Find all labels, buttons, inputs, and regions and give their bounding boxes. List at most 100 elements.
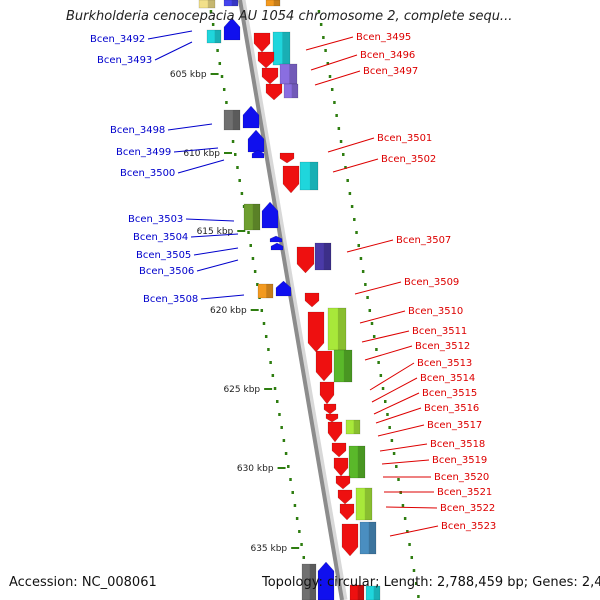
leader-line-right [327, 137, 375, 153]
gc-track-dot [372, 335, 376, 338]
gc-track-dot [406, 530, 409, 533]
gene-label-right[interactable]: Bcen_3518 [430, 439, 485, 450]
gc-track-dot [350, 205, 354, 208]
gc-track-dot [251, 257, 255, 260]
gene-label-right[interactable]: Bcen_3513 [417, 358, 472, 369]
leader-line-right [375, 407, 422, 424]
gene-3517-shade [353, 420, 360, 434]
gene-bottom-cyan-shade [373, 586, 380, 600]
gene-3508b [275, 280, 292, 297]
gene-label-right[interactable]: Bcen_3512 [415, 341, 470, 352]
gene-3523b [359, 521, 377, 555]
gene-label-left[interactable]: Bcen_3493 [97, 55, 152, 66]
leader-line-right [359, 310, 406, 324]
gc-track-dot [271, 374, 275, 377]
gc-track-dot [355, 231, 358, 234]
gene-label-right[interactable]: Bcen_3495 [356, 32, 411, 43]
leader-line-right [381, 459, 430, 465]
gene-label-right[interactable]: Bcen_3507 [396, 235, 451, 246]
leader-line-left [200, 294, 245, 300]
gene-features [198, 0, 381, 600]
gene-labels: Bcen_3492 Bcen_3493 Bcen_3498 Bcen_3499 Bcen… [90, 32, 496, 532]
gene-label-left[interactable]: Bcen_3508 [143, 294, 198, 305]
gene-3502 [282, 165, 300, 194]
gene-label-right[interactable]: Bcen_3520 [434, 472, 489, 483]
gene-label-left[interactable]: Bcen_3505 [136, 250, 191, 261]
gene-3498 [223, 109, 241, 131]
gene-label-right[interactable]: Bcen_3521 [437, 487, 492, 498]
gc-track-dot [328, 75, 332, 78]
gene-3518b-shade [357, 446, 365, 478]
gene-label-right[interactable]: Bcen_3517 [427, 420, 482, 431]
gc-track-dot [293, 504, 297, 507]
gene-3503-shade [252, 204, 260, 230]
gene-label-right[interactable]: Bcen_3510 [408, 306, 463, 317]
gene-3498-shade [232, 110, 240, 130]
gene-3512b [333, 349, 353, 383]
gene-label-right[interactable]: Bcen_3511 [412, 326, 467, 337]
leader-line-left [193, 247, 239, 256]
gene-bottom-red [349, 584, 365, 600]
gc-track-dot [278, 413, 281, 416]
gene-3518 [331, 442, 347, 458]
gene-label-left[interactable]: Bcen_3499 [116, 147, 171, 158]
gc-track-dot [260, 309, 264, 312]
gene-label-right[interactable]: Bcen_3509 [404, 277, 459, 288]
gc-track-dot [225, 101, 228, 104]
gene-label-left[interactable]: Bcen_3498 [110, 125, 165, 136]
gc-track-dot [322, 36, 325, 39]
gene-3508 [257, 283, 274, 299]
gc-track-dot [256, 283, 259, 286]
gc-track-dot [390, 439, 394, 442]
gene-label-right[interactable]: Bcen_3516 [424, 403, 479, 414]
leader-line-left [196, 259, 239, 272]
gene-label-right[interactable]: Bcen_3515 [422, 388, 477, 399]
gene-label-right[interactable]: Bcen_3514 [420, 373, 475, 384]
leader-line-right [364, 345, 413, 361]
leader-line-right [389, 525, 439, 537]
leader-line-right [314, 70, 361, 86]
gc-track-dot [236, 166, 239, 169]
gene-3516 [327, 421, 343, 443]
gc-track-dot [253, 270, 257, 273]
chromosome-backbone [238, 0, 348, 600]
gene-3522 [339, 503, 355, 521]
gc-track-dot [300, 543, 303, 546]
gene-label-right[interactable]: Bcen_3519 [432, 455, 487, 466]
gc-track-dot [342, 153, 345, 156]
gene-label-left[interactable]: Bcen_3503 [128, 214, 183, 225]
gc-track-dot [403, 517, 407, 520]
gc-track-dot [375, 348, 378, 351]
gene-bottom-cyan [365, 585, 381, 600]
gene-label-right[interactable]: Bcen_3497 [363, 66, 418, 77]
gene-bottom-blue [317, 561, 335, 600]
leader-line-right [371, 377, 418, 403]
gc-track-dot [298, 530, 301, 533]
gene-3517 [345, 419, 361, 435]
label-leader-lines [147, 30, 439, 537]
gene-label-left[interactable]: Bcen_3492 [90, 34, 145, 45]
gene-top-orange [265, 0, 281, 7]
leader-line-left [173, 147, 219, 153]
gene-label-right[interactable]: Bcen_3523 [441, 521, 496, 532]
gene-label-right[interactable]: Bcen_3501 [377, 133, 432, 144]
gene-label-right[interactable]: Bcen_3522 [440, 503, 495, 514]
gc-track-dot [262, 322, 266, 325]
gc-track-dot [379, 374, 383, 377]
gene-label-left[interactable]: Bcen_3504 [133, 232, 188, 243]
gene-3513 [319, 381, 335, 405]
gene-label-left[interactable]: Bcen_3506 [139, 266, 194, 277]
gene-3523 [341, 523, 359, 557]
gene-3503b [261, 201, 279, 229]
gene-3520 [335, 475, 351, 490]
gene-label-right[interactable]: Bcen_3496 [360, 50, 415, 61]
gene-3518b [348, 445, 366, 479]
gene-label-left[interactable]: Bcen_3500 [120, 168, 175, 179]
gene-3496b-shade [289, 64, 297, 84]
gene-label-right[interactable]: Bcen_3502 [381, 154, 436, 165]
gene-3507b-shade [323, 243, 331, 270]
leader-line-right [305, 36, 354, 51]
gene-3493 [223, 17, 241, 41]
kbp-tick-label: 630 kbp [237, 464, 274, 474]
gc-track-dot [368, 309, 372, 312]
